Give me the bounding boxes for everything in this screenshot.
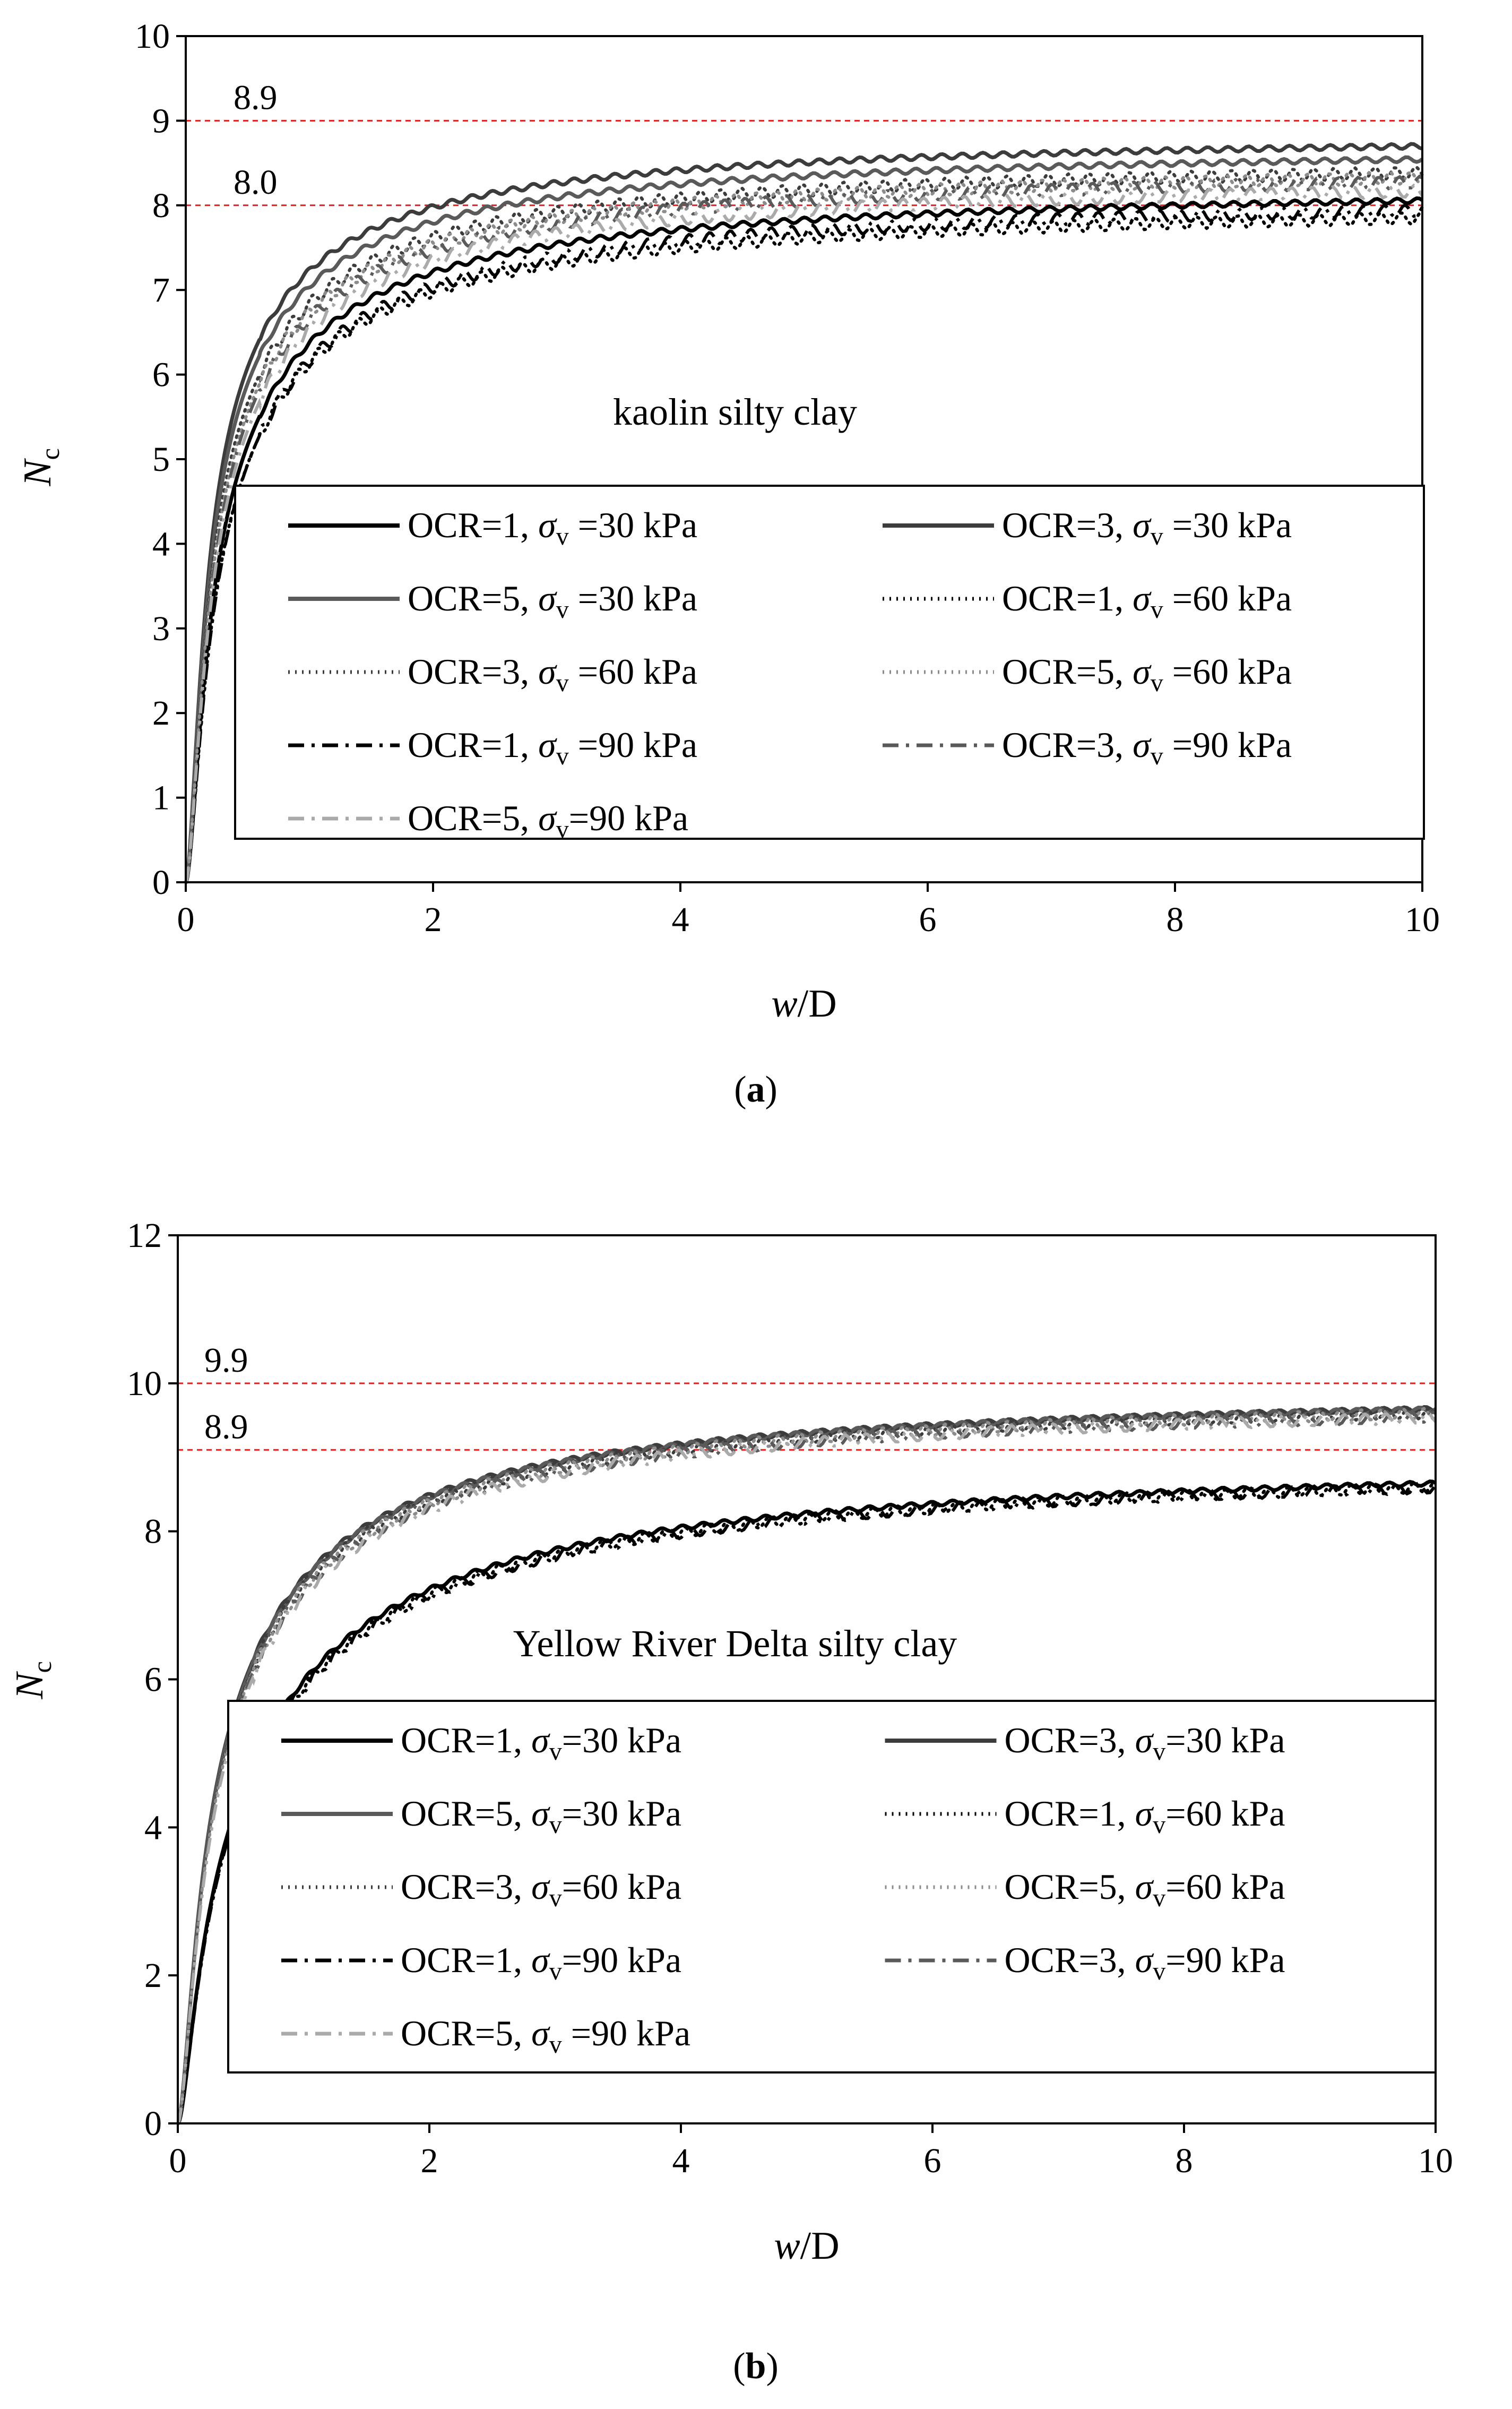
series-line	[184, 211, 1424, 884]
series-line	[184, 155, 1424, 884]
legend-entry: OCR=1, σv=90 kPa	[401, 1940, 681, 1985]
legend-entry: OCR=3, σv =60 kPa	[408, 651, 697, 697]
panel-caption: (a)	[734, 1069, 777, 1110]
x-tick-label: 10	[1405, 900, 1440, 939]
x-tick-label: 4	[672, 900, 689, 939]
reference-label: 8.0	[234, 163, 278, 202]
series-line	[177, 1410, 1437, 2125]
legend-entry: OCR=5, σv =90 kPa	[401, 2013, 690, 2059]
y-axis-label: Nc	[16, 448, 65, 487]
series-line	[184, 170, 1424, 884]
y-tick-label: 2	[152, 694, 170, 733]
series-line	[184, 142, 1423, 884]
y-tick-label: 10	[135, 17, 170, 56]
x-tick-label: 8	[1167, 900, 1184, 939]
legend-entry: OCR=1, σv=30 kPa	[401, 1720, 681, 1766]
chart-title: kaolin silty clay	[613, 391, 857, 433]
y-tick-label: 6	[152, 356, 170, 394]
x-tick-label: 2	[421, 2141, 438, 2180]
legend-entry: OCR=3, σv =30 kPa	[1002, 505, 1292, 550]
y-tick-label: 8	[152, 186, 170, 225]
chart-panel-a: 8.9 8.0 0 1 2 3 4 5 6 7 8 9 10 0 2 4 6 8 10 w/D Nc kaolin sil…	[16, 17, 1440, 1026]
y-tick-label: 8	[144, 1512, 162, 1551]
legend-entry: OCR=3, σv=30 kPa	[1005, 1720, 1285, 1766]
legend-entry: OCR=3, σv=60 kPa	[401, 1866, 681, 1912]
legend: OCR=1, σv=30 kPa OCR=3, σv=30 kPa OCR=5, σ…	[227, 1700, 1437, 2074]
legend-box	[234, 485, 1425, 840]
reference-label: 9.9	[204, 1341, 248, 1380]
panel-caption: (b)	[733, 2346, 779, 2387]
series-line	[185, 183, 1424, 884]
series-line	[177, 1411, 1437, 2125]
legend-entry: OCR=5, σv=30 kPa	[401, 1793, 681, 1839]
x-axis-label: w/D	[774, 2224, 839, 2268]
x-tick-label: 8	[1176, 2141, 1193, 2180]
reference-label: 8.9	[204, 1407, 248, 1446]
series-line	[184, 196, 1423, 884]
x-tick-label: 0	[169, 2141, 187, 2180]
legend: OCR=1, σv =30 kPa OCR=3, σv =30 kPa OCR=5,…	[234, 485, 1425, 844]
x-axis-label: w/D	[771, 982, 836, 1026]
chart-panel-b: 9.9 8.9 0 2 4 6 8 10 12 0 2 4 6 8 10 w/D Nc Yellow River …	[8, 1216, 1453, 2268]
y-tick-label: 3	[152, 609, 170, 648]
chart-title: Yellow River Delta silty clay	[513, 1622, 957, 1665]
legend-entry: OCR=3, σv=90 kPa	[1005, 1940, 1285, 1985]
x-tick-label: 6	[924, 2141, 941, 2180]
series-line	[176, 1406, 1437, 2125]
y-tick-label: 4	[152, 524, 170, 563]
series-line	[184, 203, 1424, 884]
legend-entry: OCR=1, σv =30 kPa	[408, 505, 697, 550]
x-tick-label: 10	[1418, 2141, 1453, 2180]
y-tick-label: 10	[127, 1364, 162, 1403]
y-tick-label: 2	[144, 1956, 162, 1995]
y-tick-label: 0	[144, 2104, 162, 2143]
legend-entry: OCR=1, σv =60 kPa	[1002, 578, 1292, 624]
y-tick-label: 7	[152, 271, 170, 309]
y-tick-label: 9	[152, 101, 170, 140]
x-tick-label: 6	[919, 900, 937, 939]
y-tick-label: 12	[127, 1216, 162, 1255]
legend-entry: OCR=1, σv=60 kPa	[1005, 1793, 1285, 1839]
legend-entry: OCR=1, σv =90 kPa	[408, 725, 697, 770]
y-tick-label: 6	[144, 1661, 162, 1699]
x-tick-label: 4	[672, 2141, 690, 2180]
y-tick-label: 5	[152, 440, 170, 479]
y-tick-label: 0	[152, 863, 170, 902]
legend-entry: OCR=5, σv=90 kPa	[408, 798, 688, 844]
legend-entry: OCR=5, σv =30 kPa	[408, 578, 697, 624]
y-tick-label: 4	[144, 1808, 162, 1847]
legend-box	[227, 1700, 1437, 2074]
legend-entry: OCR=5, σv =60 kPa	[1002, 651, 1292, 697]
x-tick-label: 0	[177, 900, 195, 939]
reference-label: 8.9	[234, 78, 278, 117]
y-tick-label: 1	[152, 779, 170, 818]
x-tick-label: 2	[425, 900, 442, 939]
legend-entry: OCR=5, σv=60 kPa	[1005, 1866, 1285, 1912]
y-axis-label: Nc	[8, 1661, 57, 1700]
legend-entry: OCR=3, σv =90 kPa	[1002, 725, 1292, 770]
